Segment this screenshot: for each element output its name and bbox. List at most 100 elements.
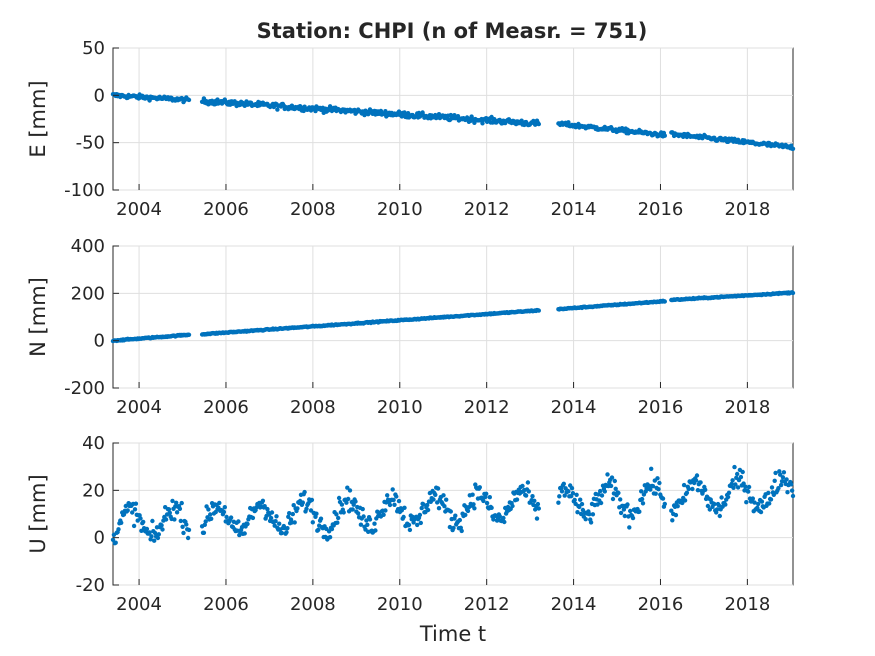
- x-tick-label: 2014: [551, 397, 597, 418]
- data-point-up: [110, 537, 116, 542]
- x-tick-label: 2008: [290, 594, 336, 615]
- data-point-up: [163, 517, 169, 522]
- data-point-up: [781, 470, 787, 475]
- data-point-up: [415, 522, 420, 528]
- y-tick-label: 20: [82, 480, 105, 501]
- data-point-up: [222, 505, 227, 510]
- gridlines-north: [113, 245, 793, 389]
- data-point-up: [622, 513, 627, 519]
- data-point-up: [599, 493, 605, 498]
- data-point-up: [392, 502, 397, 507]
- data-point-up: [656, 487, 661, 492]
- data-point-up: [732, 464, 737, 470]
- data-point-up: [186, 527, 192, 533]
- y-tick-label: 0: [94, 528, 105, 549]
- data-point-up: [152, 538, 157, 543]
- ticks-up: 2004 2006 2008 2010 2012 2014 2016 2018 40 20 0 -20: [76, 433, 771, 615]
- x-tick-label: 2008: [290, 199, 336, 220]
- data-point-up: [268, 515, 274, 521]
- series-up-points: [110, 464, 796, 546]
- data-point-up: [578, 497, 583, 502]
- data-point-up: [339, 502, 345, 507]
- data-point-up: [639, 489, 644, 494]
- data-point-up: [470, 492, 475, 497]
- data-point-up: [693, 478, 699, 483]
- data-point-up: [534, 516, 540, 521]
- data-point-up: [394, 494, 399, 499]
- data-point-up: [269, 510, 275, 515]
- data-point-up: [304, 506, 309, 511]
- data-point-east: [480, 121, 485, 126]
- data-point-up: [116, 527, 121, 532]
- panel-east: 2004 2006 2008 2010 2012 2014 2016 2018 50 0 -50 -1…: [26, 38, 796, 220]
- data-point-up: [530, 494, 535, 499]
- data-point-up: [123, 503, 128, 509]
- data-point-east: [566, 120, 571, 125]
- data-point-up: [471, 502, 476, 507]
- x-tick-label: 2010: [377, 397, 423, 418]
- data-point-up: [132, 507, 138, 512]
- data-point-up: [536, 506, 541, 511]
- data-point-up: [627, 525, 632, 530]
- data-point-up: [562, 493, 567, 498]
- data-point-up: [360, 506, 365, 512]
- data-point-up: [131, 523, 137, 529]
- y-axis-label-up: U [mm]: [26, 474, 50, 553]
- panel-up: 2004 2006 2008 2010 2012 2014 2016 2018 40 20 0 -20…: [26, 433, 796, 615]
- data-point-up: [673, 512, 679, 518]
- data-point-up: [719, 495, 724, 500]
- data-point-up: [556, 500, 561, 505]
- y-tick-label: 0: [94, 85, 105, 106]
- data-point-up: [609, 475, 615, 480]
- data-point-up: [172, 517, 177, 522]
- data-point-up: [318, 516, 324, 521]
- data-point-up: [712, 501, 717, 507]
- data-point-up: [291, 503, 296, 508]
- data-point-up: [746, 484, 752, 490]
- data-point-up: [726, 490, 732, 495]
- data-point-up: [435, 486, 441, 491]
- x-tick-label: 2004: [116, 397, 162, 418]
- data-point-up: [441, 493, 446, 498]
- x-tick-label: 2006: [203, 397, 249, 418]
- data-point-up: [526, 489, 531, 494]
- data-point-up: [436, 506, 442, 511]
- data-point-up: [178, 518, 183, 524]
- data-point-up: [489, 505, 494, 510]
- data-point-up: [327, 535, 333, 540]
- data-point-up: [618, 510, 624, 516]
- data-point-up: [561, 481, 566, 486]
- data-point-east: [383, 109, 388, 114]
- data-point-up: [566, 489, 571, 494]
- data-point-up: [501, 515, 506, 521]
- data-point-up: [367, 517, 373, 522]
- y-tick-label: 40: [82, 433, 105, 454]
- data-point-up: [789, 488, 795, 493]
- data-point-up: [314, 511, 319, 516]
- data-point-up: [391, 497, 396, 503]
- data-point-up: [221, 509, 227, 515]
- data-point-up: [618, 497, 623, 502]
- data-point-up: [707, 507, 712, 512]
- data-point-up: [284, 530, 289, 535]
- data-point-up: [209, 516, 214, 521]
- data-point-up: [583, 517, 588, 522]
- data-point-up: [650, 484, 656, 489]
- data-point-up: [738, 474, 744, 480]
- data-point-up: [690, 486, 695, 492]
- data-point-east: [790, 146, 796, 151]
- data-point-up: [336, 515, 341, 521]
- data-point-up: [768, 497, 774, 502]
- data-point-up: [159, 523, 164, 528]
- data-point-up: [621, 507, 627, 512]
- data-point-up: [463, 512, 468, 518]
- x-tick-label: 2006: [203, 199, 249, 220]
- y-tick-label: 400: [71, 236, 105, 257]
- data-point-up: [184, 522, 189, 527]
- data-point-up: [723, 502, 728, 507]
- data-point-up: [729, 481, 734, 487]
- gridlines-east: [113, 47, 793, 191]
- data-point-up: [640, 501, 646, 506]
- data-point-up: [277, 521, 282, 526]
